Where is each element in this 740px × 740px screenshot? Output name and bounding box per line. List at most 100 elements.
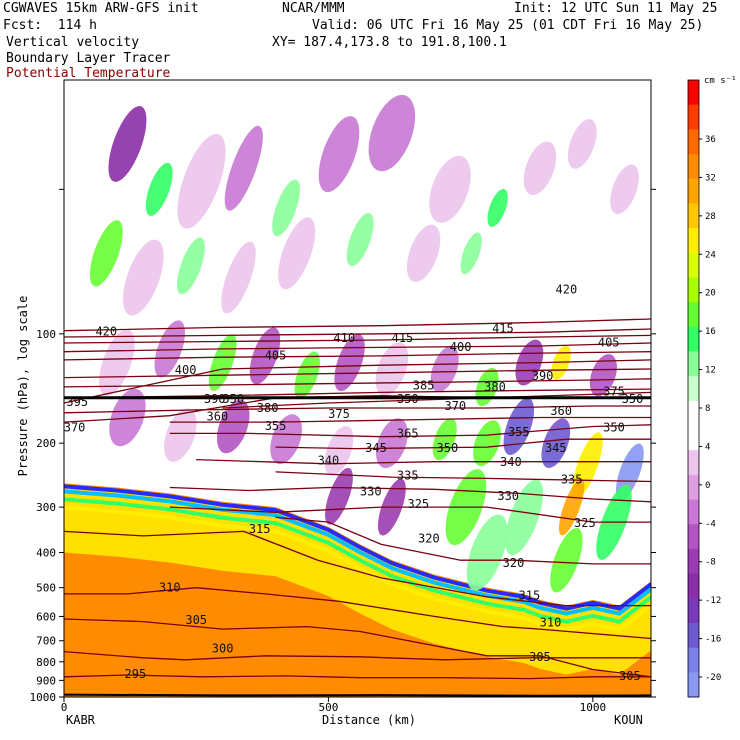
contour-label: 330 bbox=[497, 489, 519, 503]
colorbar-frame bbox=[687, 79, 700, 698]
x-axis: 0 500 1000 bbox=[61, 697, 606, 714]
colorbar-swatch bbox=[688, 400, 699, 427]
contour-label: 395 bbox=[66, 395, 88, 409]
theta-contour-410 bbox=[64, 334, 651, 344]
colorbar-swatch bbox=[688, 154, 699, 180]
theta-contour-315 bbox=[64, 530, 651, 607]
colorbar-swatch bbox=[688, 376, 699, 402]
colorbar-swatch bbox=[688, 302, 699, 328]
contour-label: 400 bbox=[175, 363, 197, 377]
contour-label: 370 bbox=[444, 399, 466, 413]
velocity-blob bbox=[473, 420, 502, 467]
ground-line bbox=[64, 693, 651, 697]
init-time: Init: 12 UTC Sun 11 May 25 bbox=[514, 1, 718, 16]
colorbar-swatch bbox=[688, 450, 699, 476]
x-tick-label: 1000 bbox=[580, 701, 607, 714]
contour-label: 370 bbox=[64, 421, 86, 435]
surface-edge-band bbox=[64, 505, 651, 632]
contour-label: 325 bbox=[407, 497, 429, 511]
x-tick-label: 0 bbox=[61, 701, 68, 714]
colorbar-swatch bbox=[688, 252, 699, 278]
contour-label: 320 bbox=[418, 532, 440, 546]
velocity-blob bbox=[272, 179, 301, 237]
velocity-blob bbox=[270, 414, 302, 465]
contour-label: 300 bbox=[212, 641, 234, 655]
surface-edge-band bbox=[64, 489, 651, 616]
velocity-blob bbox=[406, 224, 441, 282]
colorbar-label: -12 bbox=[705, 596, 721, 606]
theta-contour-350 bbox=[169, 424, 651, 438]
y-tick-label: 300 bbox=[36, 501, 56, 514]
contour-label: 420 bbox=[95, 325, 117, 339]
velocity-blob bbox=[429, 155, 471, 223]
contour-label: 350 bbox=[397, 392, 419, 406]
velocity-blob bbox=[177, 133, 226, 229]
theta-contour-305 bbox=[64, 618, 651, 678]
velocity-blob bbox=[278, 217, 316, 290]
contour-label: 310 bbox=[540, 616, 562, 630]
contour-label: 365 bbox=[397, 427, 419, 441]
colorbar-swatch bbox=[688, 474, 699, 501]
plot-area: 420 395 370 400 390 360 355 380 405 410 375 340 345 3… bbox=[63, 79, 652, 698]
y-tick-label: 600 bbox=[36, 610, 56, 623]
velocity-blob bbox=[375, 418, 408, 469]
velocity-blob bbox=[145, 162, 173, 216]
model-title: CGWAVES 15km ARW-GFS init bbox=[3, 1, 199, 16]
velocity-blob bbox=[432, 418, 457, 461]
velocity-blob bbox=[503, 398, 535, 456]
contour-label: 310 bbox=[159, 580, 181, 594]
contour-label: 375 bbox=[603, 384, 625, 398]
contour-label: 400 bbox=[450, 340, 472, 354]
colorbar-label: 24 bbox=[705, 250, 716, 260]
velocity-blob bbox=[334, 334, 365, 392]
contour-label: 335 bbox=[561, 472, 583, 486]
velocity-blob bbox=[541, 418, 571, 468]
colorbar-swatch bbox=[688, 80, 699, 106]
theta-contour-345 bbox=[275, 438, 651, 450]
colorbar-swatch bbox=[688, 598, 699, 624]
contour-label: 375 bbox=[328, 407, 350, 421]
y-tick-label: 200 bbox=[36, 437, 56, 450]
colorbar-label: 0 bbox=[705, 481, 710, 491]
y-tick-label: 700 bbox=[36, 635, 56, 648]
velocity-blob bbox=[505, 479, 544, 556]
theta-contour-330 bbox=[169, 486, 651, 503]
x-tick-label: 500 bbox=[318, 701, 338, 714]
contour-label: 380 bbox=[484, 380, 506, 394]
theta-contour-335 bbox=[275, 471, 651, 483]
velocity-blob bbox=[589, 354, 617, 397]
theta-contour-385 bbox=[64, 378, 651, 388]
theta-contour-400 bbox=[64, 351, 651, 361]
contour-label: 340 bbox=[500, 455, 522, 469]
colorbar-units: cm s⁻¹ bbox=[704, 76, 737, 86]
contour-label: 325 bbox=[574, 516, 596, 530]
contour-label: 335 bbox=[397, 469, 419, 483]
theta-contours bbox=[64, 318, 651, 697]
colorbar-label: 28 bbox=[705, 212, 716, 222]
y-tick-label: 500 bbox=[36, 582, 56, 595]
contour-label: 350 bbox=[603, 421, 625, 435]
velocity-blob bbox=[324, 426, 354, 476]
y-tick-label: 1000 bbox=[30, 691, 57, 704]
colorbar-label: 32 bbox=[705, 173, 716, 183]
velocity-blob bbox=[109, 388, 146, 447]
x-axis-label: Distance (km) bbox=[322, 713, 416, 727]
forecast-hour: Fcst: 114 h bbox=[3, 18, 97, 33]
contour-label: 390 bbox=[532, 369, 554, 383]
colorbar-swatch bbox=[688, 524, 699, 550]
contour-label: 305 bbox=[529, 650, 551, 664]
contour-label: 350 bbox=[622, 392, 644, 406]
contour-label: 385 bbox=[413, 379, 435, 393]
colorbar-swatch bbox=[688, 425, 699, 451]
colorbar-label: 12 bbox=[705, 366, 716, 376]
contour-label: 330 bbox=[360, 484, 382, 498]
colorbar-label: -8 bbox=[705, 558, 716, 568]
field-potential-temperature: Potential Temperature bbox=[6, 66, 171, 81]
contour-label: 360 bbox=[550, 404, 572, 418]
theta-contour-360 bbox=[64, 405, 651, 414]
contour-label: 410 bbox=[333, 331, 355, 345]
velocity-blob bbox=[294, 351, 320, 399]
y-axis: 100 200 300 400 500 600 700 800 900 1000 bbox=[30, 188, 656, 704]
velocity-blob bbox=[487, 188, 508, 227]
colorbar-label: 20 bbox=[705, 289, 716, 299]
